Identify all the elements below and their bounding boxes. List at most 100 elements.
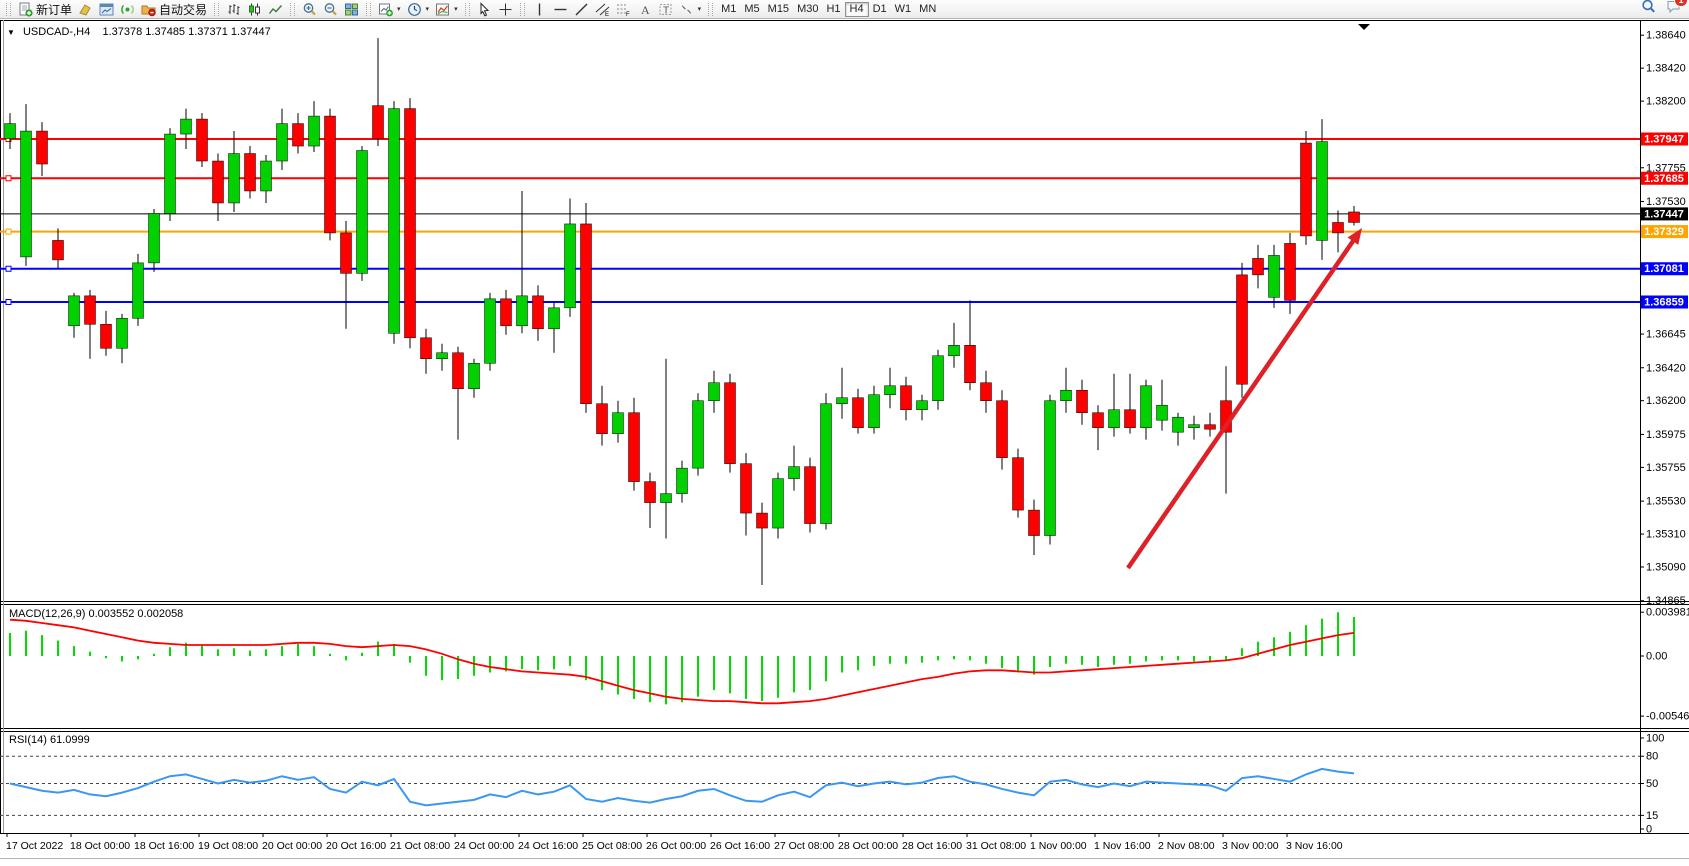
chart-canvas[interactable]: 1.38640 1.38420 1.38200 1.37755 1.37530 1.366…: [0, 20, 1689, 861]
new-chart-dropdown-caret[interactable]: ▾: [397, 6, 401, 13]
candle-body: [788, 466, 800, 479]
timeframe-w1-button[interactable]: W1: [894, 2, 912, 15]
fibo-icon: F: [616, 4, 630, 17]
candle-body: [1156, 404, 1168, 421]
timeframe-m5-button[interactable]: M5: [744, 2, 760, 15]
arrows-button[interactable]: ▾: [676, 1, 705, 18]
level-line-anchor[interactable]: [5, 298, 12, 305]
candle-body: [1092, 412, 1104, 428]
profile-button[interactable]: [75, 1, 96, 18]
notifications-button[interactable]: 1: [1666, 0, 1688, 19]
svg-text:80: 80: [1646, 751, 1658, 763]
toolbar-group-handle[interactable]: [6, 2, 11, 16]
timeframe-m1-button[interactable]: M1: [721, 2, 737, 15]
svg-text:17 Oct 2022: 17 Oct 2022: [6, 840, 63, 852]
crosshair-button[interactable]: [495, 1, 516, 18]
bar-chart-button[interactable]: [223, 1, 244, 18]
svg-text:1.38200: 1.38200: [1646, 96, 1686, 108]
rsi-line: [9, 767, 1355, 807]
cursor-button[interactable]: [474, 1, 495, 18]
rsi-panel: 100 80 50 15 0: [0, 733, 1664, 836]
candle-body: [1188, 424, 1200, 428]
text-button[interactable]: A: [634, 1, 655, 18]
new-chart-button[interactable]: ▾: [375, 1, 404, 18]
candle-body: [996, 400, 1008, 458]
candle-body: [468, 363, 480, 389]
candle-body: [484, 298, 496, 364]
svg-text:1.36420: 1.36420: [1646, 362, 1686, 374]
svg-text:1.37447: 1.37447: [1644, 208, 1684, 220]
signals-button[interactable]: [117, 1, 138, 18]
svg-text:100: 100: [1646, 733, 1664, 745]
candle-body: [756, 512, 768, 529]
candle-body: [100, 324, 112, 349]
toolbar-group-handle[interactable]: [464, 2, 470, 16]
horizontal-line-button[interactable]: [550, 1, 571, 18]
line-chart-button[interactable]: [265, 1, 286, 18]
candle-body: [564, 223, 576, 309]
toolbar-group-handle[interactable]: [519, 2, 525, 16]
candle-body: [452, 352, 464, 389]
auto-trading-button[interactable]: 自动交易: [138, 1, 210, 18]
level-line-anchor[interactable]: [5, 265, 12, 272]
new-order-button[interactable]: 新订单: [15, 1, 75, 18]
timeframe-m15-button[interactable]: M15: [767, 2, 790, 15]
candle-body: [68, 295, 80, 327]
svg-text:1.35975: 1.35975: [1646, 429, 1686, 441]
svg-text:3 Nov 00:00: 3 Nov 00:00: [1222, 840, 1279, 852]
candle-body: [1332, 222, 1344, 234]
tile-windows-button[interactable]: [341, 1, 362, 18]
svg-text:26 Oct 00:00: 26 Oct 00:00: [646, 840, 706, 852]
svg-text:19 Oct 08:00: 19 Oct 08:00: [198, 840, 258, 852]
timeframe-h4-button[interactable]: H4: [844, 1, 869, 17]
toolbar-group-handle[interactable]: [214, 2, 220, 16]
svg-text:1.37081: 1.37081: [1644, 263, 1684, 275]
search-icon: [1642, 0, 1655, 13]
textT-icon: T: [659, 3, 672, 16]
chart-shift-marker-icon[interactable]: [1358, 24, 1370, 30]
timeframe-m30-button[interactable]: M30: [797, 2, 819, 15]
templates-dropdown-caret[interactable]: ▾: [454, 6, 458, 13]
timeframe-h1-button[interactable]: H1: [826, 2, 841, 15]
trend-arrow-annotation[interactable]: [1126, 228, 1362, 570]
textA-icon: A: [641, 3, 650, 17]
candle-body: [260, 160, 272, 192]
zoom-out-button[interactable]: [320, 1, 341, 18]
fibonacci-button[interactable]: F: [613, 1, 634, 18]
collapse-triangle-icon[interactable]: ▼: [7, 28, 15, 37]
toolbar-group-handle[interactable]: [290, 2, 296, 16]
candlestick-chart-button[interactable]: [244, 1, 265, 18]
text-label-button[interactable]: T: [655, 1, 676, 18]
bars-icon: [228, 3, 240, 15]
candle-body: [900, 385, 912, 410]
candle-body: [1236, 274, 1248, 385]
toolbar-group-handle[interactable]: [708, 2, 714, 16]
periods-button[interactable]: ▾: [404, 1, 433, 18]
timeframe-d1-button[interactable]: D1: [872, 2, 887, 15]
templates-button[interactable]: ▾: [432, 1, 461, 18]
toolbar-group-handle[interactable]: [366, 2, 372, 16]
timeframe-mn-button[interactable]: MN: [919, 2, 937, 15]
arrows-dropdown-caret[interactable]: ▾: [697, 6, 702, 13]
equidistant-channel-button[interactable]: E: [592, 1, 613, 18]
search-button[interactable]: [1641, 0, 1656, 19]
chart-title: ▼ USDCAD-,H4 1.37378 1.37485 1.37371 1.3…: [7, 26, 271, 38]
chart-background: [0, 20, 1689, 861]
arrows-icon: [681, 4, 691, 14]
vertical-line-button[interactable]: [529, 1, 550, 18]
price-level-lines[interactable]: [0, 136, 1640, 305]
svg-text:-0.005465: -0.005465: [1646, 711, 1689, 723]
zoom-in-button[interactable]: [299, 1, 320, 18]
periods-dropdown-caret[interactable]: ▾: [425, 6, 430, 13]
candle-body: [212, 160, 224, 204]
candle-body: [1108, 409, 1120, 428]
tile-icon: [345, 3, 359, 15]
trendline-button[interactable]: [571, 1, 592, 18]
level-line-anchor[interactable]: [5, 228, 12, 235]
candle-body: [692, 400, 704, 469]
indicator-icon: [436, 3, 450, 15]
candle-body: [612, 412, 624, 434]
chart-window-button[interactable]: [96, 1, 117, 18]
svg-text:18 Oct 16:00: 18 Oct 16:00: [134, 840, 194, 852]
level-line-anchor[interactable]: [5, 175, 12, 182]
